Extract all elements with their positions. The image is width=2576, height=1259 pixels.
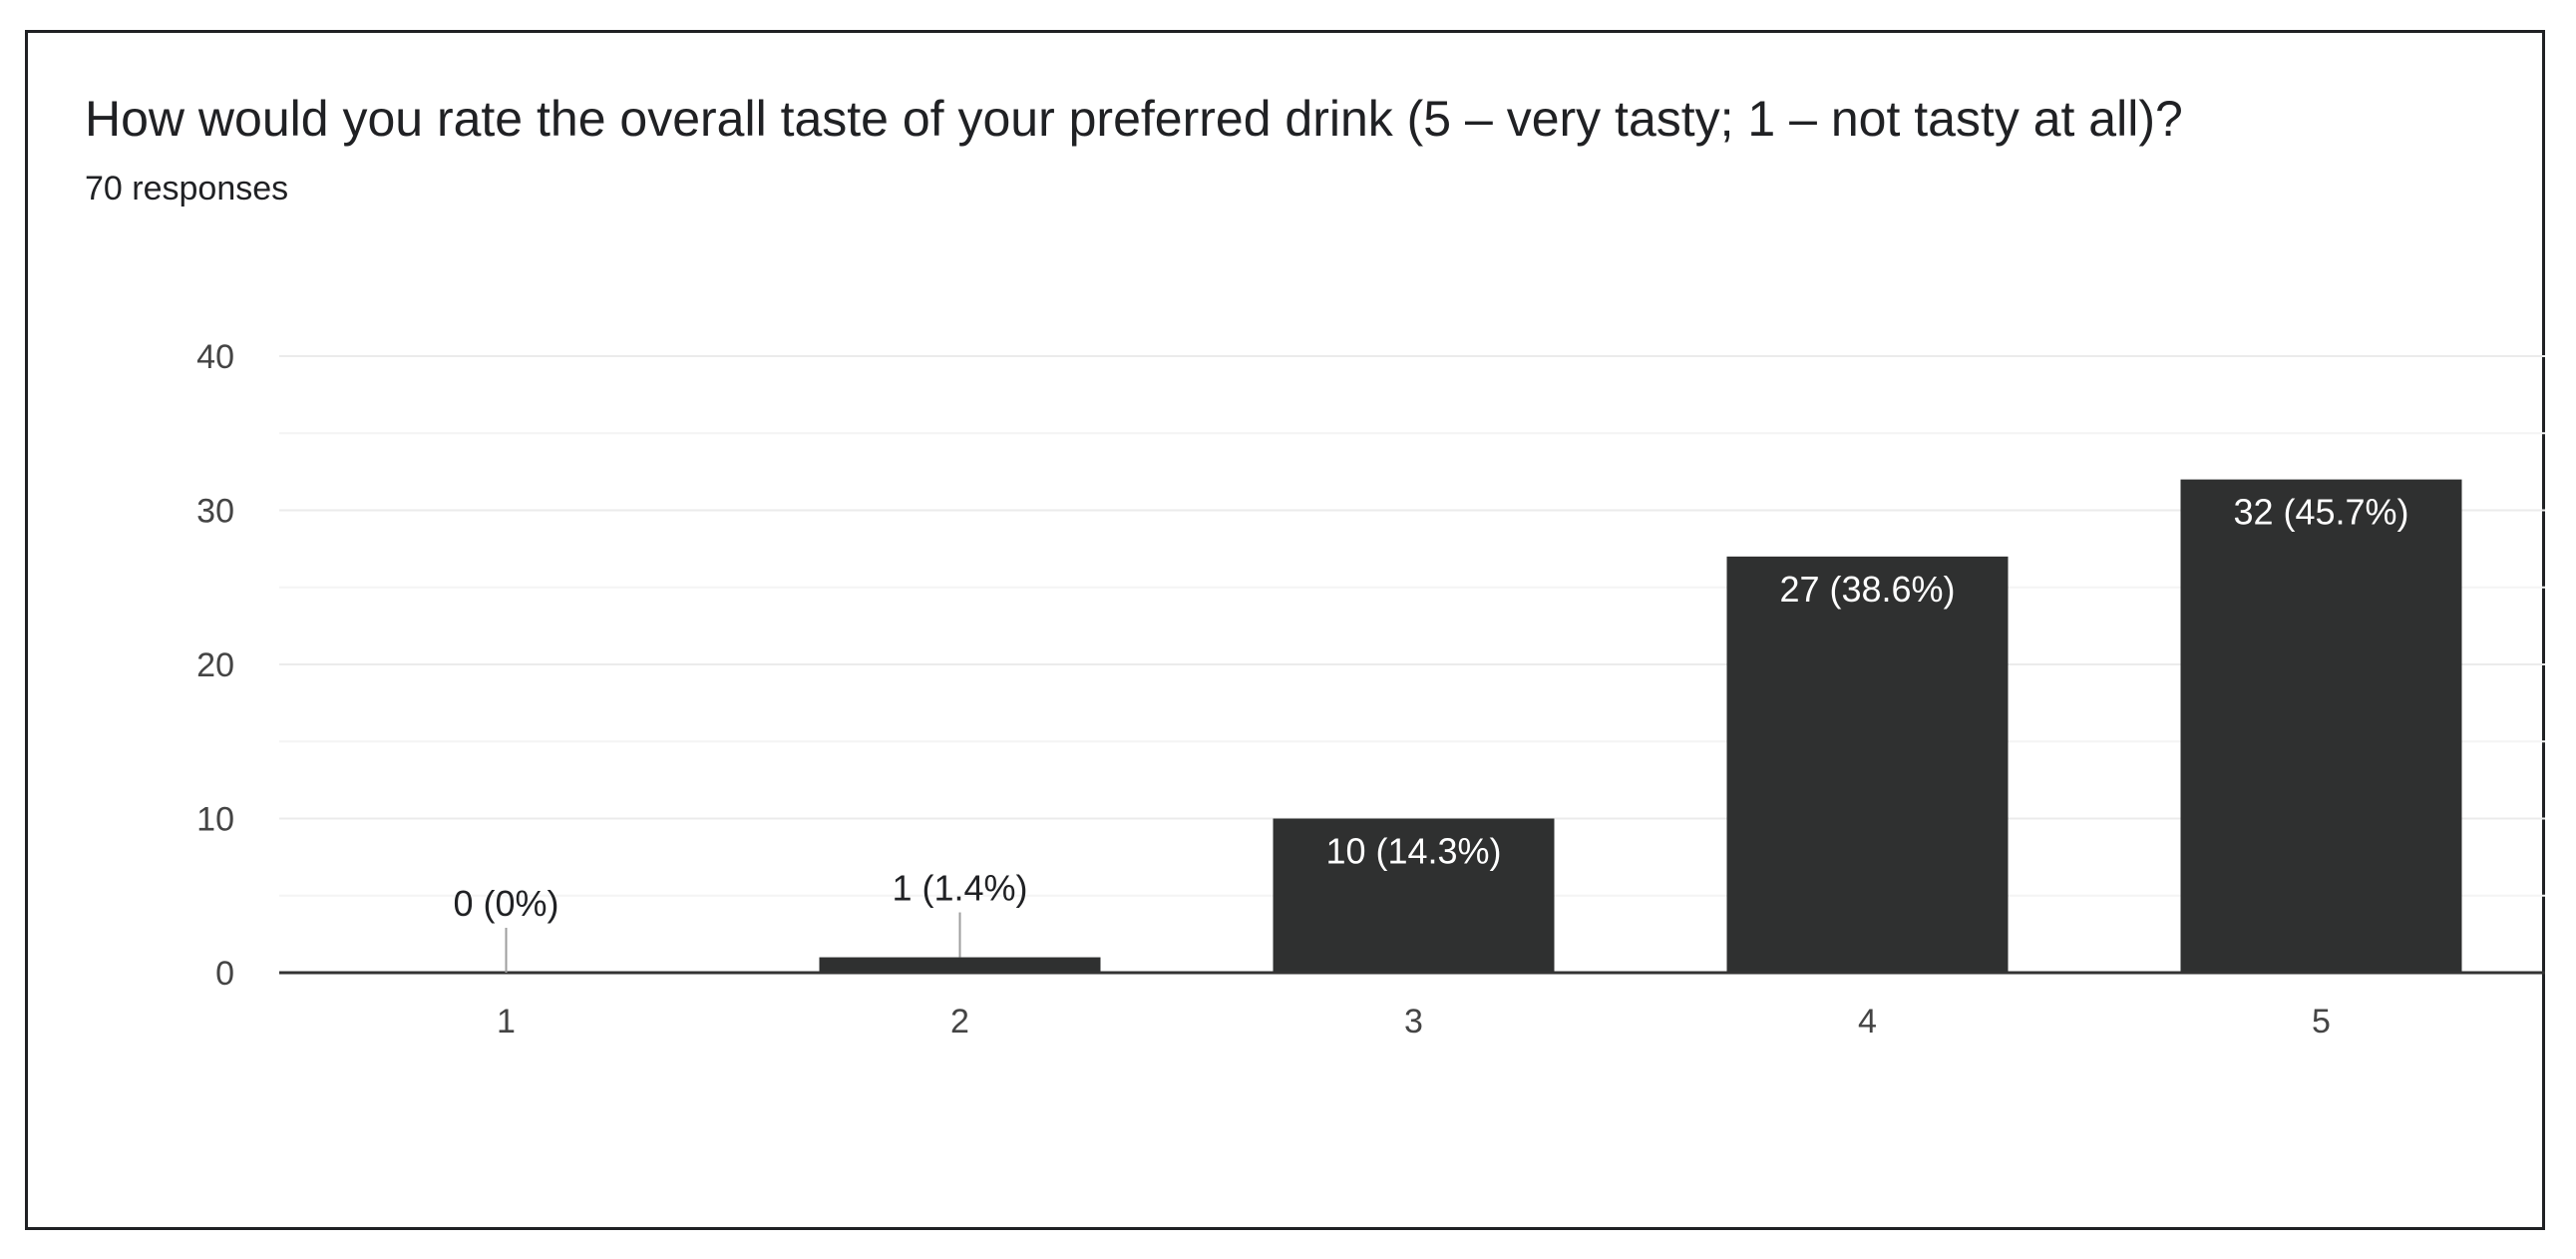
y-tick-label: 30 <box>196 493 234 531</box>
y-tick-label: 0 <box>215 955 234 993</box>
axes: 0 10 20 30 40 1 2 3 4 5 <box>196 338 2545 1041</box>
y-tick-label: 10 <box>196 801 234 839</box>
question-title: How would you rate the overall taste of … <box>85 91 2183 147</box>
bar-4 <box>1726 556 2009 973</box>
y-tick-label: 20 <box>196 646 234 684</box>
data-label-5: 32 (45.7%) <box>2233 492 2408 533</box>
chart-card <box>25 30 2545 1230</box>
x-tick-label-5: 5 <box>2312 1003 2331 1041</box>
data-label-4: 27 (38.6%) <box>1779 569 1955 610</box>
bar-5 <box>2180 479 2462 973</box>
x-tick-label-2: 2 <box>950 1003 969 1041</box>
data-label-3: 10 (14.3%) <box>1325 831 1501 872</box>
data-label-2: 1 (1.4%) <box>892 868 1027 909</box>
bars <box>819 479 2462 973</box>
x-tick-label-4: 4 <box>1858 1003 1877 1041</box>
response-count: 70 responses <box>85 170 289 208</box>
bar-2 <box>819 957 1101 973</box>
data-label-1: 0 (0%) <box>453 883 558 924</box>
data-labels: 0 (0%) 1 (1.4%) 10 (14.3%) 27 (38.6%) 32 (45… <box>453 492 2409 973</box>
gridlines <box>279 355 2545 897</box>
x-tick-label-3: 3 <box>1404 1003 1423 1041</box>
x-tick-label-1: 1 <box>497 1003 516 1041</box>
y-tick-label: 40 <box>196 338 234 376</box>
bar-3 <box>1273 818 1555 973</box>
